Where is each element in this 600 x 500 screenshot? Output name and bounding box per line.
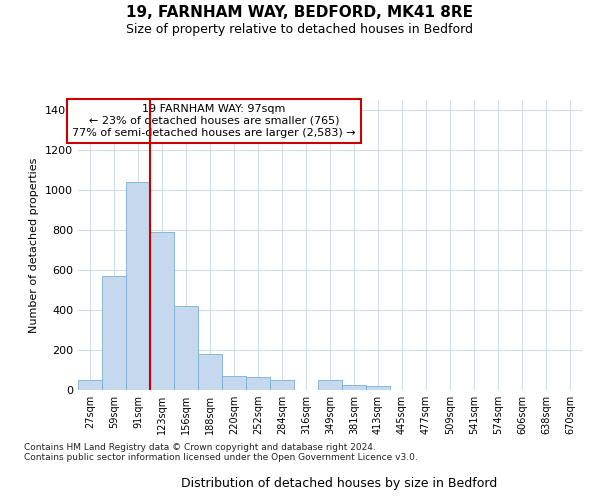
Bar (126, 182, 150, 390)
Bar (270, 380, 294, 390)
Text: Contains HM Land Registry data © Crown copyright and database right 2024.: Contains HM Land Registry data © Crown c… (24, 442, 376, 452)
Text: 19, FARNHAM WAY, BEDFORD, MK41 8RE: 19, FARNHAM WAY, BEDFORD, MK41 8RE (127, 5, 473, 20)
Bar (318, 380, 342, 390)
Bar (174, 306, 198, 390)
Text: 19 FARNHAM WAY: 97sqm
← 23% of detached houses are smaller (765)
77% of semi-det: 19 FARNHAM WAY: 97sqm ← 23% of detached … (72, 104, 356, 138)
Bar (246, 377, 270, 390)
Y-axis label: Number of detached properties: Number of detached properties (29, 158, 40, 332)
Bar (150, 232, 174, 390)
Text: Size of property relative to detached houses in Bedford: Size of property relative to detached ho… (127, 22, 473, 36)
Bar (78, 380, 102, 390)
Text: Distribution of detached houses by size in Bedford: Distribution of detached houses by size … (181, 477, 497, 490)
Bar (366, 386, 390, 390)
Bar (222, 376, 246, 390)
Bar (102, 276, 126, 390)
Text: Contains public sector information licensed under the Open Government Licence v3: Contains public sector information licen… (24, 452, 418, 462)
Bar (342, 385, 366, 390)
Bar (198, 354, 222, 390)
